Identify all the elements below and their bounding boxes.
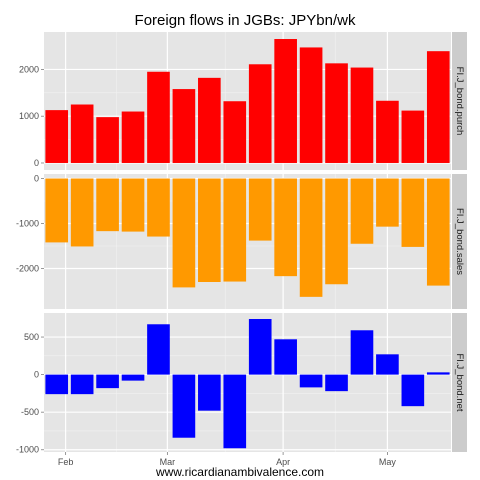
bar [325,374,348,392]
y-tick-label: 0 [34,174,39,184]
bar [248,64,272,163]
x-axis-title: www.ricardianambivalence.com [155,465,324,479]
bar [376,100,399,163]
x-axis: Feb Mar Apr May [58,452,397,467]
chart-title: Foreign flows in JGBs: JPYbn/wk [135,12,356,29]
bar [376,354,399,375]
panel-1: 0 1000 2000 FI.J_bond.purch [19,32,467,170]
bar [350,67,374,163]
bar [223,101,247,163]
bar [70,178,94,247]
bar [223,178,247,282]
facet-strip-label: FI.J_bond.net [454,353,465,411]
x-tick-label: May [379,457,397,467]
bar [401,374,425,407]
bar [426,178,450,286]
bar [70,374,94,395]
bar [223,374,247,449]
y-tick-label: -1000 [16,445,39,455]
bar [325,178,348,285]
bar [96,178,119,232]
bar [198,178,221,282]
y-tick-label: 2000 [19,64,39,74]
x-tick-label: Apr [276,457,290,467]
bar [172,178,196,288]
bar [45,374,69,395]
bar [426,51,450,163]
bar [248,319,272,375]
panels: 0 1000 2000 FI.J_bond.purch -2000 -1000 0 FI.J_… [16,32,467,467]
bar [121,374,145,381]
y-tick-label: -1000 [16,219,39,229]
bar [172,89,196,163]
bar [45,178,69,243]
bar [350,178,374,244]
bar [299,47,323,163]
bar [147,178,170,237]
bar [172,374,196,438]
bar [198,374,221,411]
bar [96,374,119,389]
bar [274,178,297,277]
bar [147,71,170,163]
bar [248,178,272,241]
panel-3: -1000 -500 0 500 FI.J_bond.net [16,313,467,455]
facet-strip [452,32,467,170]
y-tick-label: 1000 [19,111,39,121]
bar [376,178,399,227]
bar [350,330,374,375]
y-tick-label: 0 [34,370,39,380]
bar [299,374,323,388]
bar [121,111,145,163]
y-tick-label: 500 [24,332,39,342]
facet-strip-label: FI.J_bond.purch [454,67,465,136]
facet-strip [452,313,467,452]
bar [401,110,425,163]
y-tick-label: -2000 [16,264,39,274]
bar [121,178,145,232]
bar [70,104,94,163]
bar [45,110,69,163]
bar [274,39,297,163]
bar [274,339,297,375]
panel-2: -2000 -1000 0 FI.J_bond.sales [16,174,467,309]
facet-strip-label: FI.J_bond.sales [454,208,465,275]
x-tick-label: Feb [58,457,74,467]
bar [198,77,221,163]
bar [325,63,348,163]
x-tick-label: Mar [160,457,176,467]
y-tick-label: 0 [34,158,39,168]
bar [299,178,323,297]
facet-strip [452,174,467,309]
bar [96,117,119,163]
bar [147,324,170,375]
bar [401,178,425,247]
y-tick-label: -500 [21,407,39,417]
bar [426,372,450,375]
